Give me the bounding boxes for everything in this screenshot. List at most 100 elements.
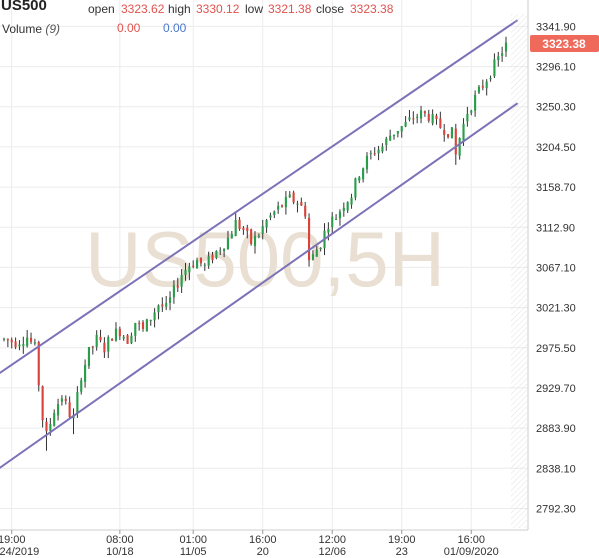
candle-body bbox=[396, 131, 399, 134]
last-price-tag: 3323.38 bbox=[530, 35, 599, 52]
x-tick-label-date: 20 bbox=[257, 546, 269, 558]
candle-body bbox=[443, 129, 446, 135]
candle-body bbox=[416, 116, 419, 118]
volume-value-2: 0.00 bbox=[163, 21, 187, 35]
price-tag-label: 3323.38 bbox=[542, 37, 586, 51]
close-value: 3323.38 bbox=[350, 2, 394, 16]
volume-indicator-label[interactable]: Volume (9) bbox=[2, 22, 60, 36]
candle-body bbox=[215, 250, 218, 258]
candle-body bbox=[261, 226, 264, 234]
candle-body bbox=[226, 237, 230, 249]
candle-body bbox=[192, 265, 195, 267]
candle-body bbox=[184, 269, 187, 275]
candle-body bbox=[408, 117, 411, 120]
candle-body bbox=[454, 128, 457, 155]
candle-body bbox=[126, 335, 129, 344]
candle-body bbox=[474, 95, 477, 111]
y-tick-label: 3112.90 bbox=[536, 222, 575, 234]
candle-body bbox=[53, 412, 56, 426]
candle-body bbox=[18, 344, 21, 347]
y-tick-label: 3296.10 bbox=[536, 62, 576, 74]
candle-body bbox=[2, 338, 6, 340]
candle-body bbox=[87, 346, 91, 367]
candle-body bbox=[45, 421, 48, 432]
candle-body bbox=[292, 192, 295, 203]
candle-body bbox=[37, 341, 40, 386]
y-tick-label: 2792.30 bbox=[536, 503, 576, 515]
candle-body bbox=[327, 228, 330, 233]
y-tick-label: 2929.70 bbox=[536, 383, 576, 395]
candle-body bbox=[253, 235, 257, 246]
candle-body bbox=[207, 256, 210, 266]
candle-body bbox=[485, 81, 488, 89]
candle-body bbox=[176, 285, 179, 288]
candle-body bbox=[76, 392, 79, 413]
volume-label: Volume bbox=[2, 22, 43, 36]
candle-body bbox=[450, 127, 454, 139]
grid-layer bbox=[0, 0, 528, 530]
candle-body bbox=[373, 153, 376, 155]
candle-body bbox=[319, 247, 322, 250]
candle-body bbox=[95, 334, 98, 347]
candle-body bbox=[458, 138, 461, 156]
candle-body bbox=[99, 336, 102, 341]
candle-body bbox=[501, 53, 504, 56]
channel-line-upper[interactable] bbox=[0, 19, 519, 375]
symbol-name: US500 bbox=[1, 0, 47, 14]
low-value: 3321.38 bbox=[268, 2, 312, 16]
low-label: low bbox=[245, 2, 264, 16]
y-tick-label: 3158.70 bbox=[536, 182, 576, 194]
y-tick-label: 2975.50 bbox=[536, 343, 576, 355]
candle-body bbox=[331, 216, 334, 228]
candle-body bbox=[33, 342, 36, 344]
candle-body bbox=[234, 219, 237, 237]
x-tick-label-date: 10/18 bbox=[106, 546, 134, 558]
candle-body bbox=[172, 285, 175, 298]
candle-body bbox=[29, 337, 33, 342]
candle-body bbox=[389, 135, 392, 141]
x-tick-label-time: 16:00 bbox=[457, 534, 485, 546]
candle-body bbox=[199, 257, 203, 264]
x-tick-label-time: 12:00 bbox=[318, 534, 346, 546]
candle-body bbox=[504, 42, 508, 52]
candle-body bbox=[315, 249, 318, 257]
candle-body bbox=[107, 337, 110, 352]
candle-body bbox=[350, 197, 353, 205]
candle-body bbox=[280, 205, 284, 207]
candle-body bbox=[354, 178, 357, 198]
y-tick-label: 2883.90 bbox=[536, 423, 576, 435]
candle-body bbox=[188, 266, 191, 273]
candle-body bbox=[296, 203, 299, 205]
candle-body bbox=[346, 202, 349, 211]
candle-body bbox=[6, 338, 9, 341]
candle-body bbox=[22, 344, 25, 347]
candle-body bbox=[203, 264, 206, 266]
candle-body bbox=[311, 254, 314, 260]
candle-body bbox=[369, 153, 372, 155]
candle-body bbox=[196, 260, 199, 269]
y-tick-label: 3067.10 bbox=[536, 262, 576, 274]
candle-body bbox=[161, 304, 164, 307]
x-tick-label-date: 09/24/2019 bbox=[0, 546, 39, 558]
candle-body bbox=[14, 341, 17, 348]
candle-body bbox=[114, 328, 118, 341]
candle-body bbox=[56, 404, 60, 416]
candle-body bbox=[242, 227, 245, 230]
candle-body bbox=[358, 177, 361, 181]
candle-body bbox=[153, 312, 156, 321]
candle-body bbox=[80, 380, 83, 392]
candle-layer bbox=[2, 36, 508, 451]
candle-body bbox=[165, 302, 168, 307]
volume-period: (9) bbox=[45, 22, 61, 36]
candle-body bbox=[338, 211, 342, 219]
candle-body bbox=[60, 398, 63, 402]
candle-body bbox=[122, 336, 125, 339]
candle-body bbox=[300, 201, 303, 206]
y-axis-labels: 3341.90 3296.10 3250.30 3204.50 3158.70 3112.… bbox=[536, 21, 576, 515]
x-axis-labels: 19:0009/24/201908:0010/1801:0011/0516:00… bbox=[0, 530, 499, 558]
candle-body bbox=[273, 211, 276, 216]
channel-line-lower[interactable] bbox=[0, 102, 519, 470]
candle-body bbox=[168, 297, 172, 304]
